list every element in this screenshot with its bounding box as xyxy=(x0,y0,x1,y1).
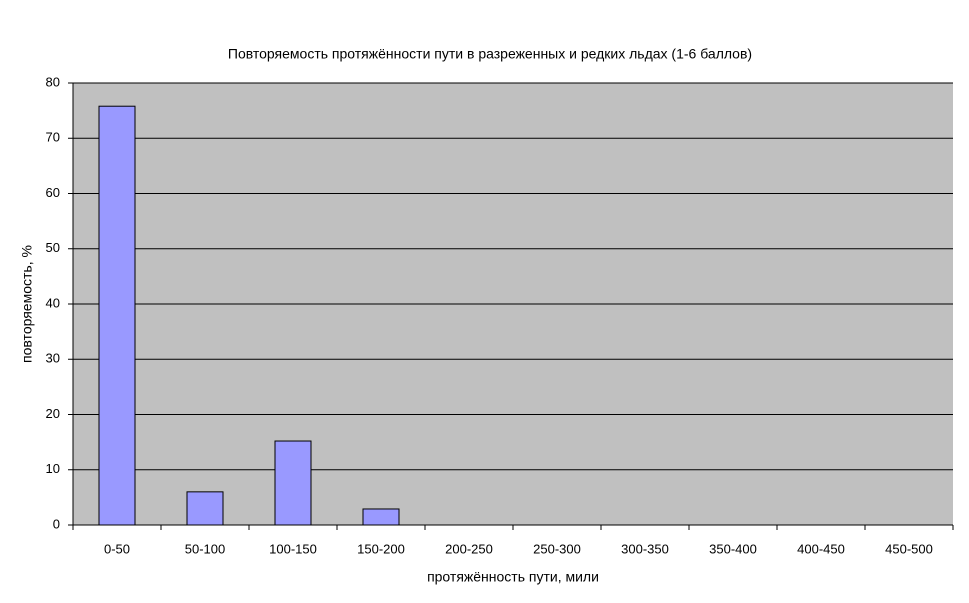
chart-title: Повторяемость протяжённости пути в разре… xyxy=(228,46,752,62)
x-tick-label: 350-400 xyxy=(709,541,757,556)
y-tick-label: 60 xyxy=(46,185,60,200)
x-tick-label: 250-300 xyxy=(533,541,581,556)
x-tick-label: 400-450 xyxy=(797,541,845,556)
x-axis-label: протяжённость пути, мили xyxy=(427,569,599,585)
x-tick-label: 300-350 xyxy=(621,541,669,556)
bar xyxy=(274,440,312,526)
y-tick-label: 30 xyxy=(46,351,60,366)
x-tick-label: 100-150 xyxy=(269,541,317,556)
bar xyxy=(186,491,224,526)
y-tick-label: 0 xyxy=(53,516,60,531)
y-tick-label: 70 xyxy=(46,130,60,145)
x-tick-label: 0-50 xyxy=(104,541,130,556)
y-tick-label: 50 xyxy=(46,240,60,255)
bar xyxy=(98,105,136,526)
y-tick-label: 80 xyxy=(46,74,60,89)
y-tick-label: 40 xyxy=(46,295,60,310)
bar xyxy=(362,508,400,526)
y-tick-label: 10 xyxy=(46,461,60,476)
y-tick-label: 20 xyxy=(46,406,60,421)
x-tick-label: 200-250 xyxy=(445,541,493,556)
x-tick-label: 450-500 xyxy=(885,541,933,556)
y-axis-label: повторяемость, % xyxy=(19,245,35,363)
x-tick-label: 50-100 xyxy=(185,541,225,556)
x-tick-label: 150-200 xyxy=(357,541,405,556)
